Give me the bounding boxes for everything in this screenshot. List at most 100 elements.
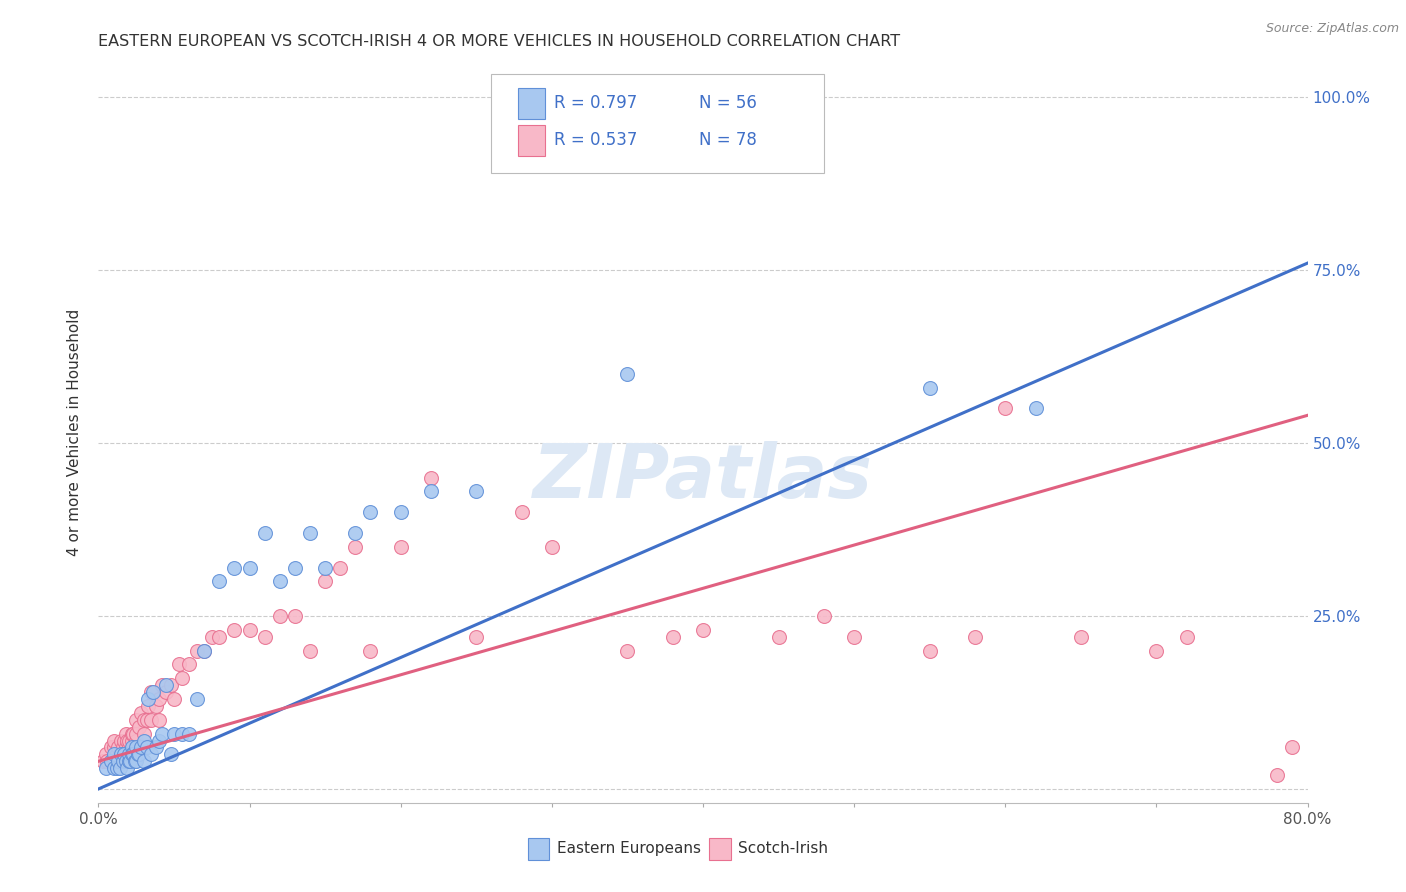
Point	[121, 740, 143, 755]
Point	[314, 560, 336, 574]
Point	[284, 560, 307, 574]
Point	[121, 733, 143, 747]
Text: Eastern Europeans: Eastern Europeans	[557, 841, 700, 856]
Point	[121, 747, 143, 762]
Point	[224, 560, 246, 574]
Point	[132, 754, 155, 768]
Point	[299, 525, 322, 540]
Point	[186, 692, 208, 706]
Point	[107, 740, 129, 755]
Point	[616, 643, 638, 657]
Point	[110, 733, 132, 747]
Point	[167, 657, 190, 672]
Point	[344, 540, 367, 554]
Point	[112, 747, 135, 762]
Text: N = 78: N = 78	[699, 131, 758, 149]
Point	[103, 761, 125, 775]
Point	[661, 630, 683, 644]
Point	[150, 726, 173, 740]
Point	[1144, 643, 1167, 657]
Point	[510, 505, 533, 519]
Point	[813, 609, 835, 624]
Point	[103, 754, 125, 768]
Point	[389, 505, 412, 519]
Point	[148, 713, 170, 727]
Point	[208, 574, 231, 589]
Point	[193, 643, 215, 657]
FancyBboxPatch shape	[492, 73, 824, 173]
Point	[111, 754, 134, 768]
FancyBboxPatch shape	[517, 125, 544, 156]
Point	[540, 540, 562, 554]
Point	[155, 685, 177, 699]
Point	[96, 754, 118, 768]
Point	[141, 713, 163, 727]
Point	[132, 733, 155, 747]
Point	[269, 609, 291, 624]
Point	[125, 733, 148, 747]
Point	[141, 685, 163, 699]
Point	[160, 747, 183, 762]
FancyBboxPatch shape	[709, 838, 731, 860]
Point	[145, 740, 167, 755]
Point	[965, 630, 987, 644]
Point	[125, 754, 148, 768]
Point	[193, 643, 215, 657]
Text: Source: ZipAtlas.com: Source: ZipAtlas.com	[1265, 22, 1399, 36]
Point	[150, 678, 173, 692]
Point	[127, 747, 149, 762]
Point	[103, 733, 125, 747]
Point	[141, 747, 163, 762]
Point	[107, 754, 129, 768]
Point	[129, 706, 152, 720]
Point	[179, 726, 201, 740]
Point	[105, 747, 128, 762]
Point	[170, 671, 193, 685]
Point	[253, 525, 276, 540]
Point	[465, 630, 488, 644]
Point	[94, 761, 117, 775]
Point	[110, 747, 132, 762]
Point	[239, 560, 262, 574]
Point	[136, 698, 159, 713]
Point	[145, 698, 167, 713]
Point	[115, 761, 138, 775]
Point	[118, 740, 141, 755]
Point	[1024, 401, 1046, 416]
Point	[103, 747, 125, 762]
Point	[299, 643, 322, 657]
Point	[122, 747, 145, 762]
Point	[201, 630, 224, 644]
Point	[208, 630, 231, 644]
Point	[420, 484, 443, 499]
Text: N = 56: N = 56	[699, 95, 758, 112]
Point	[105, 761, 128, 775]
Point	[91, 754, 114, 768]
Point	[918, 381, 941, 395]
Point	[110, 747, 132, 762]
Point	[125, 713, 148, 727]
Point	[253, 630, 276, 644]
Point	[114, 740, 136, 755]
Point	[115, 733, 138, 747]
Point	[142, 685, 165, 699]
Text: EASTERN EUROPEAN VS SCOTCH-IRISH 4 OR MORE VEHICLES IN HOUSEHOLD CORRELATION CHA: EASTERN EUROPEAN VS SCOTCH-IRISH 4 OR MO…	[98, 34, 901, 49]
Point	[128, 720, 150, 734]
Point	[1175, 630, 1198, 644]
Point	[163, 692, 186, 706]
Point	[344, 525, 367, 540]
Point	[118, 733, 141, 747]
Point	[129, 740, 152, 755]
Point	[132, 726, 155, 740]
Point	[148, 733, 170, 747]
Point	[284, 609, 307, 624]
Point	[224, 623, 246, 637]
Point	[125, 740, 148, 755]
Point	[1267, 768, 1289, 782]
Point	[122, 726, 145, 740]
Point	[135, 713, 157, 727]
Point	[108, 747, 131, 762]
Point	[389, 540, 412, 554]
Point	[768, 630, 790, 644]
Point	[994, 401, 1017, 416]
